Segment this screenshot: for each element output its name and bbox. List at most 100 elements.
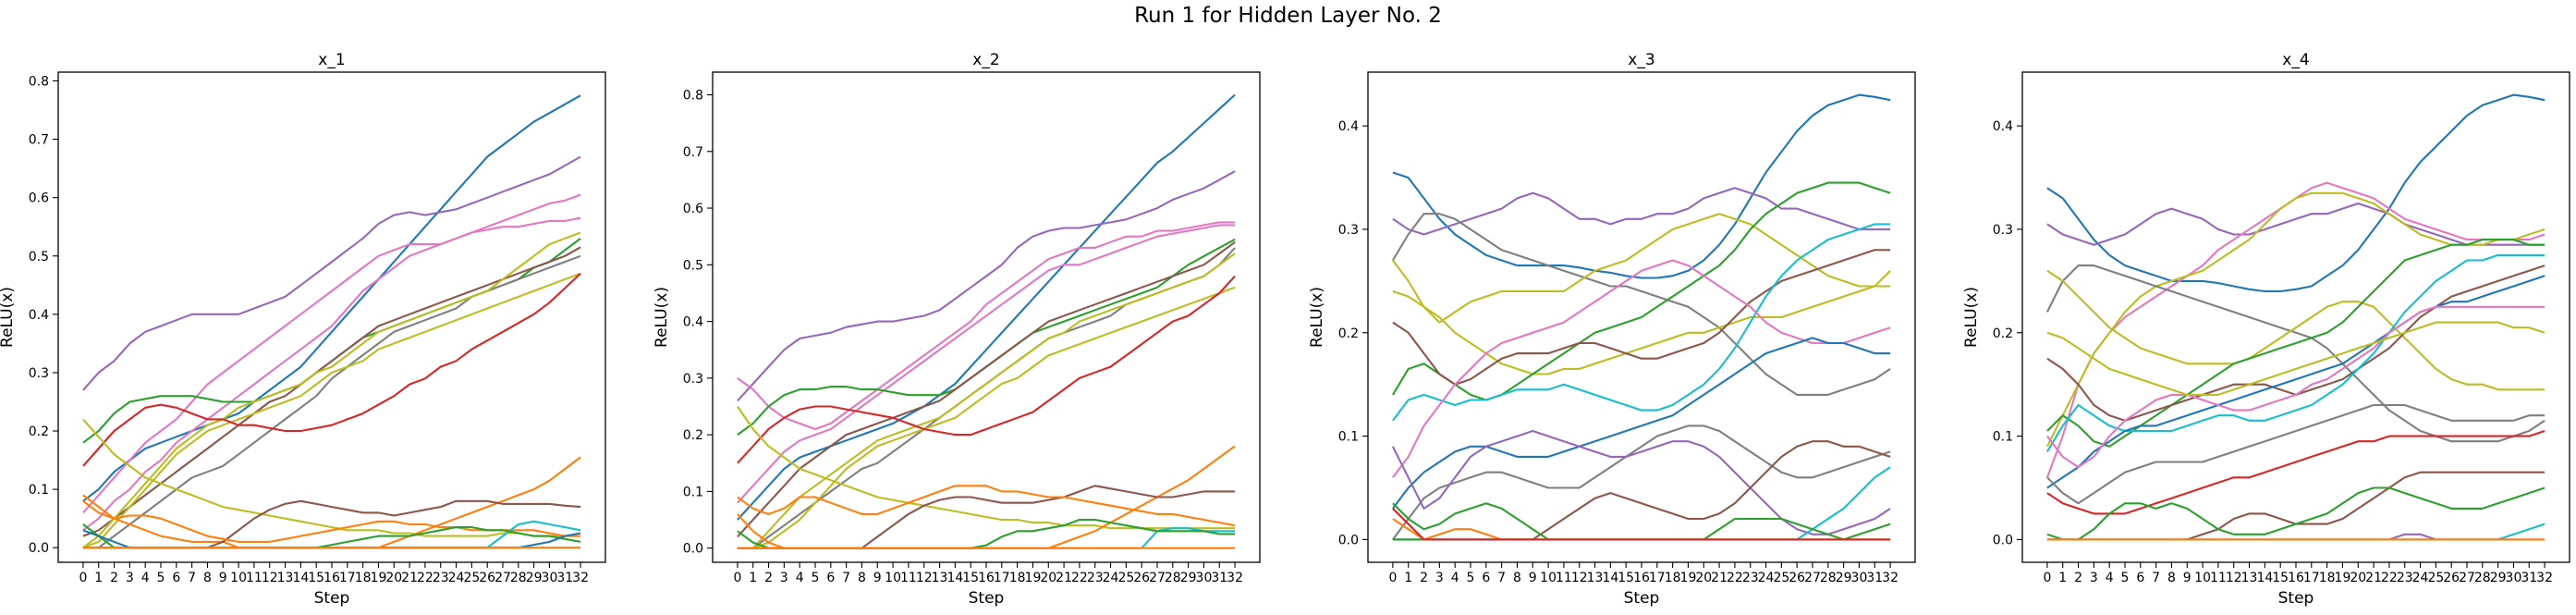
y-tick-label: 0.1 — [683, 485, 703, 499]
subplot-title: x_4 — [2282, 51, 2309, 69]
x-tick-label: 23 — [433, 571, 449, 585]
x-tick-label: 30 — [1851, 571, 1868, 585]
series-line-7 — [82, 231, 581, 549]
series-line-9 — [737, 275, 1236, 464]
x-tick-label: 6 — [172, 571, 180, 585]
x-tick-label: 11 — [1556, 571, 1572, 585]
x-tick-label: 12 — [1571, 571, 1588, 585]
x-tick-label: 10 — [2194, 571, 2211, 585]
subplot-x_2: 0.00.10.20.30.40.50.60.70.80 1 2 3 4 5 6 7 8 9 101… — [653, 51, 1261, 608]
series-line-2 — [82, 193, 581, 514]
x-tick-label: 31 — [1211, 571, 1227, 585]
y-axis-label: ReLU(x) — [0, 287, 17, 348]
x-tick-label: 26 — [1133, 571, 1150, 585]
x-tick-label: 11 — [2210, 571, 2227, 585]
x-tick-label: 26 — [2443, 571, 2460, 585]
x-tick-label: 12 — [916, 571, 933, 585]
x-axis-label: Step — [2278, 589, 2314, 608]
x-tick-label: 21 — [1711, 571, 1728, 585]
x-axis-label: Step — [1624, 589, 1660, 608]
x-tick-label: 26 — [479, 571, 495, 585]
x-tick-label: 14 — [292, 571, 309, 585]
x-tick-label: 2 — [110, 571, 118, 585]
x-tick-label: 31 — [2521, 571, 2537, 585]
x-tick-label: 23 — [2397, 571, 2413, 585]
x-tick-label: 8 — [1513, 571, 1521, 585]
y-tick-label: 0.8 — [683, 89, 703, 104]
x-tick-label: 25 — [463, 571, 480, 585]
x-tick-label: 30 — [2506, 571, 2522, 585]
x-tick-label: 5 — [1467, 571, 1475, 585]
series-line-4 — [1392, 269, 1891, 375]
x-tick-label: 3 — [1435, 571, 1444, 585]
series-line-13 — [2046, 430, 2545, 515]
x-tick-label: 23 — [1742, 571, 1759, 585]
series-line-7 — [737, 252, 1236, 549]
x-tick-label: 2 — [2074, 571, 2082, 585]
y-tick-label: 0.4 — [1338, 119, 1359, 134]
x-tick-label: 31 — [1866, 571, 1883, 585]
y-tick-label: 0.3 — [683, 372, 703, 387]
x-tick-label: 12 — [2226, 571, 2242, 585]
x-tick-label: 20 — [2350, 571, 2366, 585]
series-line-5 — [2046, 269, 2545, 391]
y-tick-label: 0.1 — [29, 483, 49, 498]
series-line-2 — [1391, 213, 1891, 396]
x-tick-label: 14 — [946, 571, 963, 585]
x-tick-label: 27 — [1149, 571, 1166, 585]
x-tick-label: 29 — [2490, 571, 2507, 585]
x-tick-label: 25 — [2427, 571, 2444, 585]
x-tick-label: 0 — [1388, 571, 1397, 585]
series-line-2 — [737, 221, 1236, 431]
x-tick-label: 24 — [2412, 571, 2429, 585]
x-tick-label: 14 — [2256, 571, 2273, 585]
x-tick-label: 29 — [1836, 571, 1852, 585]
y-tick-label: 0.5 — [29, 250, 49, 264]
x-tick-label: 4 — [2106, 571, 2114, 585]
x-tick-label: 6 — [826, 571, 835, 585]
x-tick-label: 11 — [246, 571, 262, 585]
x-tick-label: 9 — [1529, 571, 1537, 585]
x-tick-label: 2 — [764, 571, 773, 585]
x-tick-label: 21 — [401, 571, 418, 585]
x-tick-label: 7 — [1497, 571, 1506, 585]
y-tick-label: 0.4 — [29, 308, 49, 323]
series-line-3 — [737, 224, 1236, 504]
x-tick-label: 16 — [2288, 571, 2304, 585]
x-tick-label: 21 — [2365, 571, 2382, 585]
x-tick-label: 1 — [1404, 571, 1412, 585]
y-tick-label: 0.3 — [1338, 223, 1359, 238]
y-tick-label: 0.0 — [29, 541, 49, 556]
x-tick-label: 28 — [1165, 571, 1181, 585]
y-tick-label: 0.7 — [29, 133, 49, 148]
y-tick-label: 0.3 — [29, 366, 49, 381]
series-line-17 — [2046, 523, 2545, 541]
x-tick-label: 29 — [526, 571, 543, 585]
x-tick-label: 17 — [339, 571, 356, 585]
x-tick-label: 8 — [203, 571, 212, 585]
y-tick-label: 0.4 — [1993, 119, 2013, 134]
x-tick-label: 21 — [1056, 571, 1072, 585]
series-line-10 — [2046, 305, 2545, 469]
series-line-15 — [2046, 486, 2545, 541]
x-tick-label: 22 — [2381, 571, 2398, 585]
series-line-10 — [82, 418, 581, 537]
x-tick-label: 13 — [1587, 571, 1604, 585]
series-line-12 — [1392, 440, 1891, 541]
x-tick-label: 16 — [1633, 571, 1650, 585]
y-tick-label: 0.0 — [1993, 533, 2013, 547]
series-line-15 — [737, 518, 1236, 549]
x-tick-label: 1 — [2058, 571, 2067, 585]
series-line-1 — [2046, 202, 2545, 246]
subplot-title: x_3 — [1628, 51, 1654, 69]
x-tick-label: 25 — [1773, 571, 1789, 585]
y-axis-label: ReLU(x) — [1962, 287, 1981, 348]
x-tick-label: 19 — [2335, 571, 2351, 585]
x-tick-label: 30 — [542, 571, 558, 585]
y-axis-label: ReLU(x) — [653, 287, 671, 348]
x-tick-label: 3 — [2090, 571, 2098, 585]
x-tick-label: 16 — [324, 571, 340, 585]
series-line-0 — [2046, 93, 2545, 293]
x-tick-label: 10 — [230, 571, 247, 585]
